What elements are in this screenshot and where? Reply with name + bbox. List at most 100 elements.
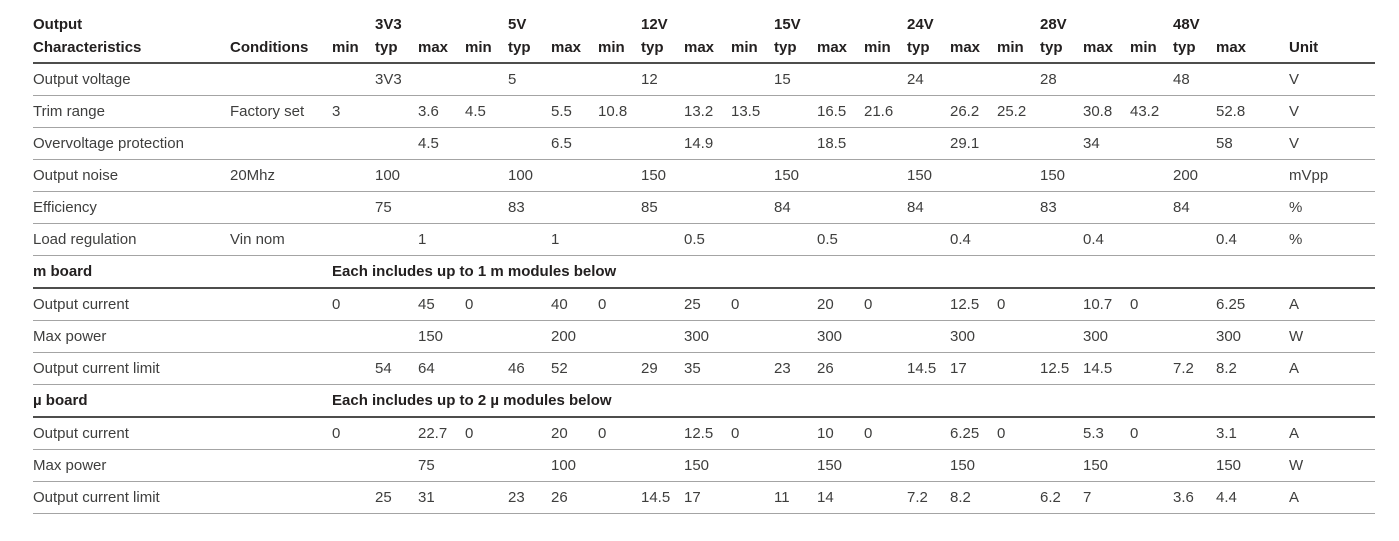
spec-value — [1130, 481, 1173, 514]
header-typ-label: typ — [1173, 35, 1216, 64]
spec-value — [774, 288, 817, 321]
spec-value — [731, 481, 774, 514]
spec-value: 75 — [375, 191, 418, 224]
spec-value — [598, 127, 641, 160]
header-max-label: max — [551, 35, 598, 64]
spec-value — [997, 481, 1040, 514]
spec-value: 0.4 — [1083, 223, 1130, 256]
spec-value: 150 — [907, 159, 950, 192]
spec-value — [864, 320, 907, 353]
spec-value: 0 — [864, 417, 907, 450]
header-voltage-group-label: 28V — [1040, 16, 1067, 33]
spec-value: 0 — [465, 417, 508, 450]
spec-value — [817, 191, 864, 224]
spec-value: 0 — [997, 417, 1040, 450]
header-max-label: max — [1083, 35, 1130, 64]
spec-value — [731, 127, 774, 160]
spec-value: 3.6 — [418, 95, 465, 128]
spec-value — [508, 95, 551, 128]
spec-value — [864, 159, 907, 192]
header-spacer — [332, 12, 375, 35]
spec-value: 23 — [508, 481, 551, 514]
spec-value: 1 — [418, 223, 465, 256]
spec-value — [641, 417, 684, 450]
spec-value: 84 — [774, 191, 817, 224]
spec-value — [731, 63, 774, 96]
spec-value — [864, 223, 907, 256]
spec-value: 14.9 — [684, 127, 731, 160]
spec-value — [1173, 95, 1216, 128]
spec-value: 200 — [1173, 159, 1216, 192]
spec-value: 10.7 — [1083, 288, 1130, 321]
spec-value — [418, 159, 465, 192]
spec-value — [332, 191, 375, 224]
header-voltage-group-label: 15V — [774, 16, 801, 33]
spec-value — [465, 320, 508, 353]
spec-value — [418, 63, 465, 96]
spec-value — [598, 223, 641, 256]
spec-value: 24 — [907, 63, 950, 96]
spec-value: 3.1 — [1216, 417, 1263, 450]
spec-value: 25 — [684, 288, 731, 321]
spec-value: 150 — [1040, 159, 1083, 192]
spec-value — [1040, 320, 1083, 353]
spec-value — [1130, 320, 1173, 353]
spec-value: 0 — [864, 288, 907, 321]
spec-value — [997, 63, 1040, 96]
spec-value — [375, 417, 418, 450]
spec-value — [1130, 127, 1173, 160]
spec-value — [508, 223, 551, 256]
condition-value — [230, 320, 332, 353]
spec-value — [950, 191, 997, 224]
spec-value: 20 — [817, 288, 864, 321]
spec-value — [997, 223, 1040, 256]
spec-value — [641, 320, 684, 353]
spec-value: 3V3 — [375, 63, 418, 96]
spec-value — [641, 288, 684, 321]
unit-value: A — [1263, 417, 1375, 450]
spec-value — [1040, 223, 1083, 256]
section-header-row: m board Each includes up to 1 m modules b… — [33, 255, 1375, 289]
spec-value — [1173, 127, 1216, 160]
table-row: Output voltage 3V3 5 12 15 24 28 48 V — [33, 63, 1375, 96]
spec-value — [551, 191, 598, 224]
table-row: Load regulation Vin nom 1 1 0.5 0.5 0.4 0.4 0.4% — [33, 223, 1375, 256]
spec-value: 5.5 — [551, 95, 598, 128]
spec-value: 46 — [508, 352, 551, 385]
spec-value — [1083, 191, 1130, 224]
spec-value — [1130, 159, 1173, 192]
section-header-row: µ board Each includes up to 2 µ modules b… — [33, 384, 1375, 418]
spec-value — [1216, 63, 1263, 96]
spec-value — [598, 352, 641, 385]
header-min-label: min — [864, 35, 907, 64]
spec-value — [598, 481, 641, 514]
spec-value — [1040, 449, 1083, 482]
condition-value: Vin nom — [230, 223, 332, 256]
spec-value: 12.5 — [684, 417, 731, 450]
spec-value: 0 — [332, 288, 375, 321]
header-spacer — [1130, 12, 1173, 35]
spec-value — [641, 95, 684, 128]
spec-value: 300 — [1083, 320, 1130, 353]
header-voltage-group-label: 5V — [508, 16, 527, 33]
spec-value — [1083, 159, 1130, 192]
spec-value: 18.5 — [817, 127, 864, 160]
header-spacer — [418, 12, 465, 35]
spec-value: 84 — [907, 191, 950, 224]
table-row: Output current 0 22.7 0 20 0 12.5 0 10 0 6.25 0 5.3 0… — [33, 417, 1375, 450]
spec-value — [997, 159, 1040, 192]
spec-value — [731, 159, 774, 192]
condition-value: Factory set — [230, 95, 332, 128]
header-spacer — [1083, 12, 1130, 35]
spec-value: 0 — [997, 288, 1040, 321]
spec-value: 13.5 — [731, 95, 774, 128]
characteristic-label: Output current — [33, 417, 230, 450]
spec-value: 22.7 — [418, 417, 465, 450]
spec-value — [465, 127, 508, 160]
spec-value: 34 — [1083, 127, 1130, 160]
header-min-label: min — [465, 35, 508, 64]
spec-value: 84 — [1173, 191, 1216, 224]
spec-value — [907, 288, 950, 321]
unit-value: % — [1263, 191, 1375, 224]
header-typ-label: typ — [375, 35, 418, 64]
